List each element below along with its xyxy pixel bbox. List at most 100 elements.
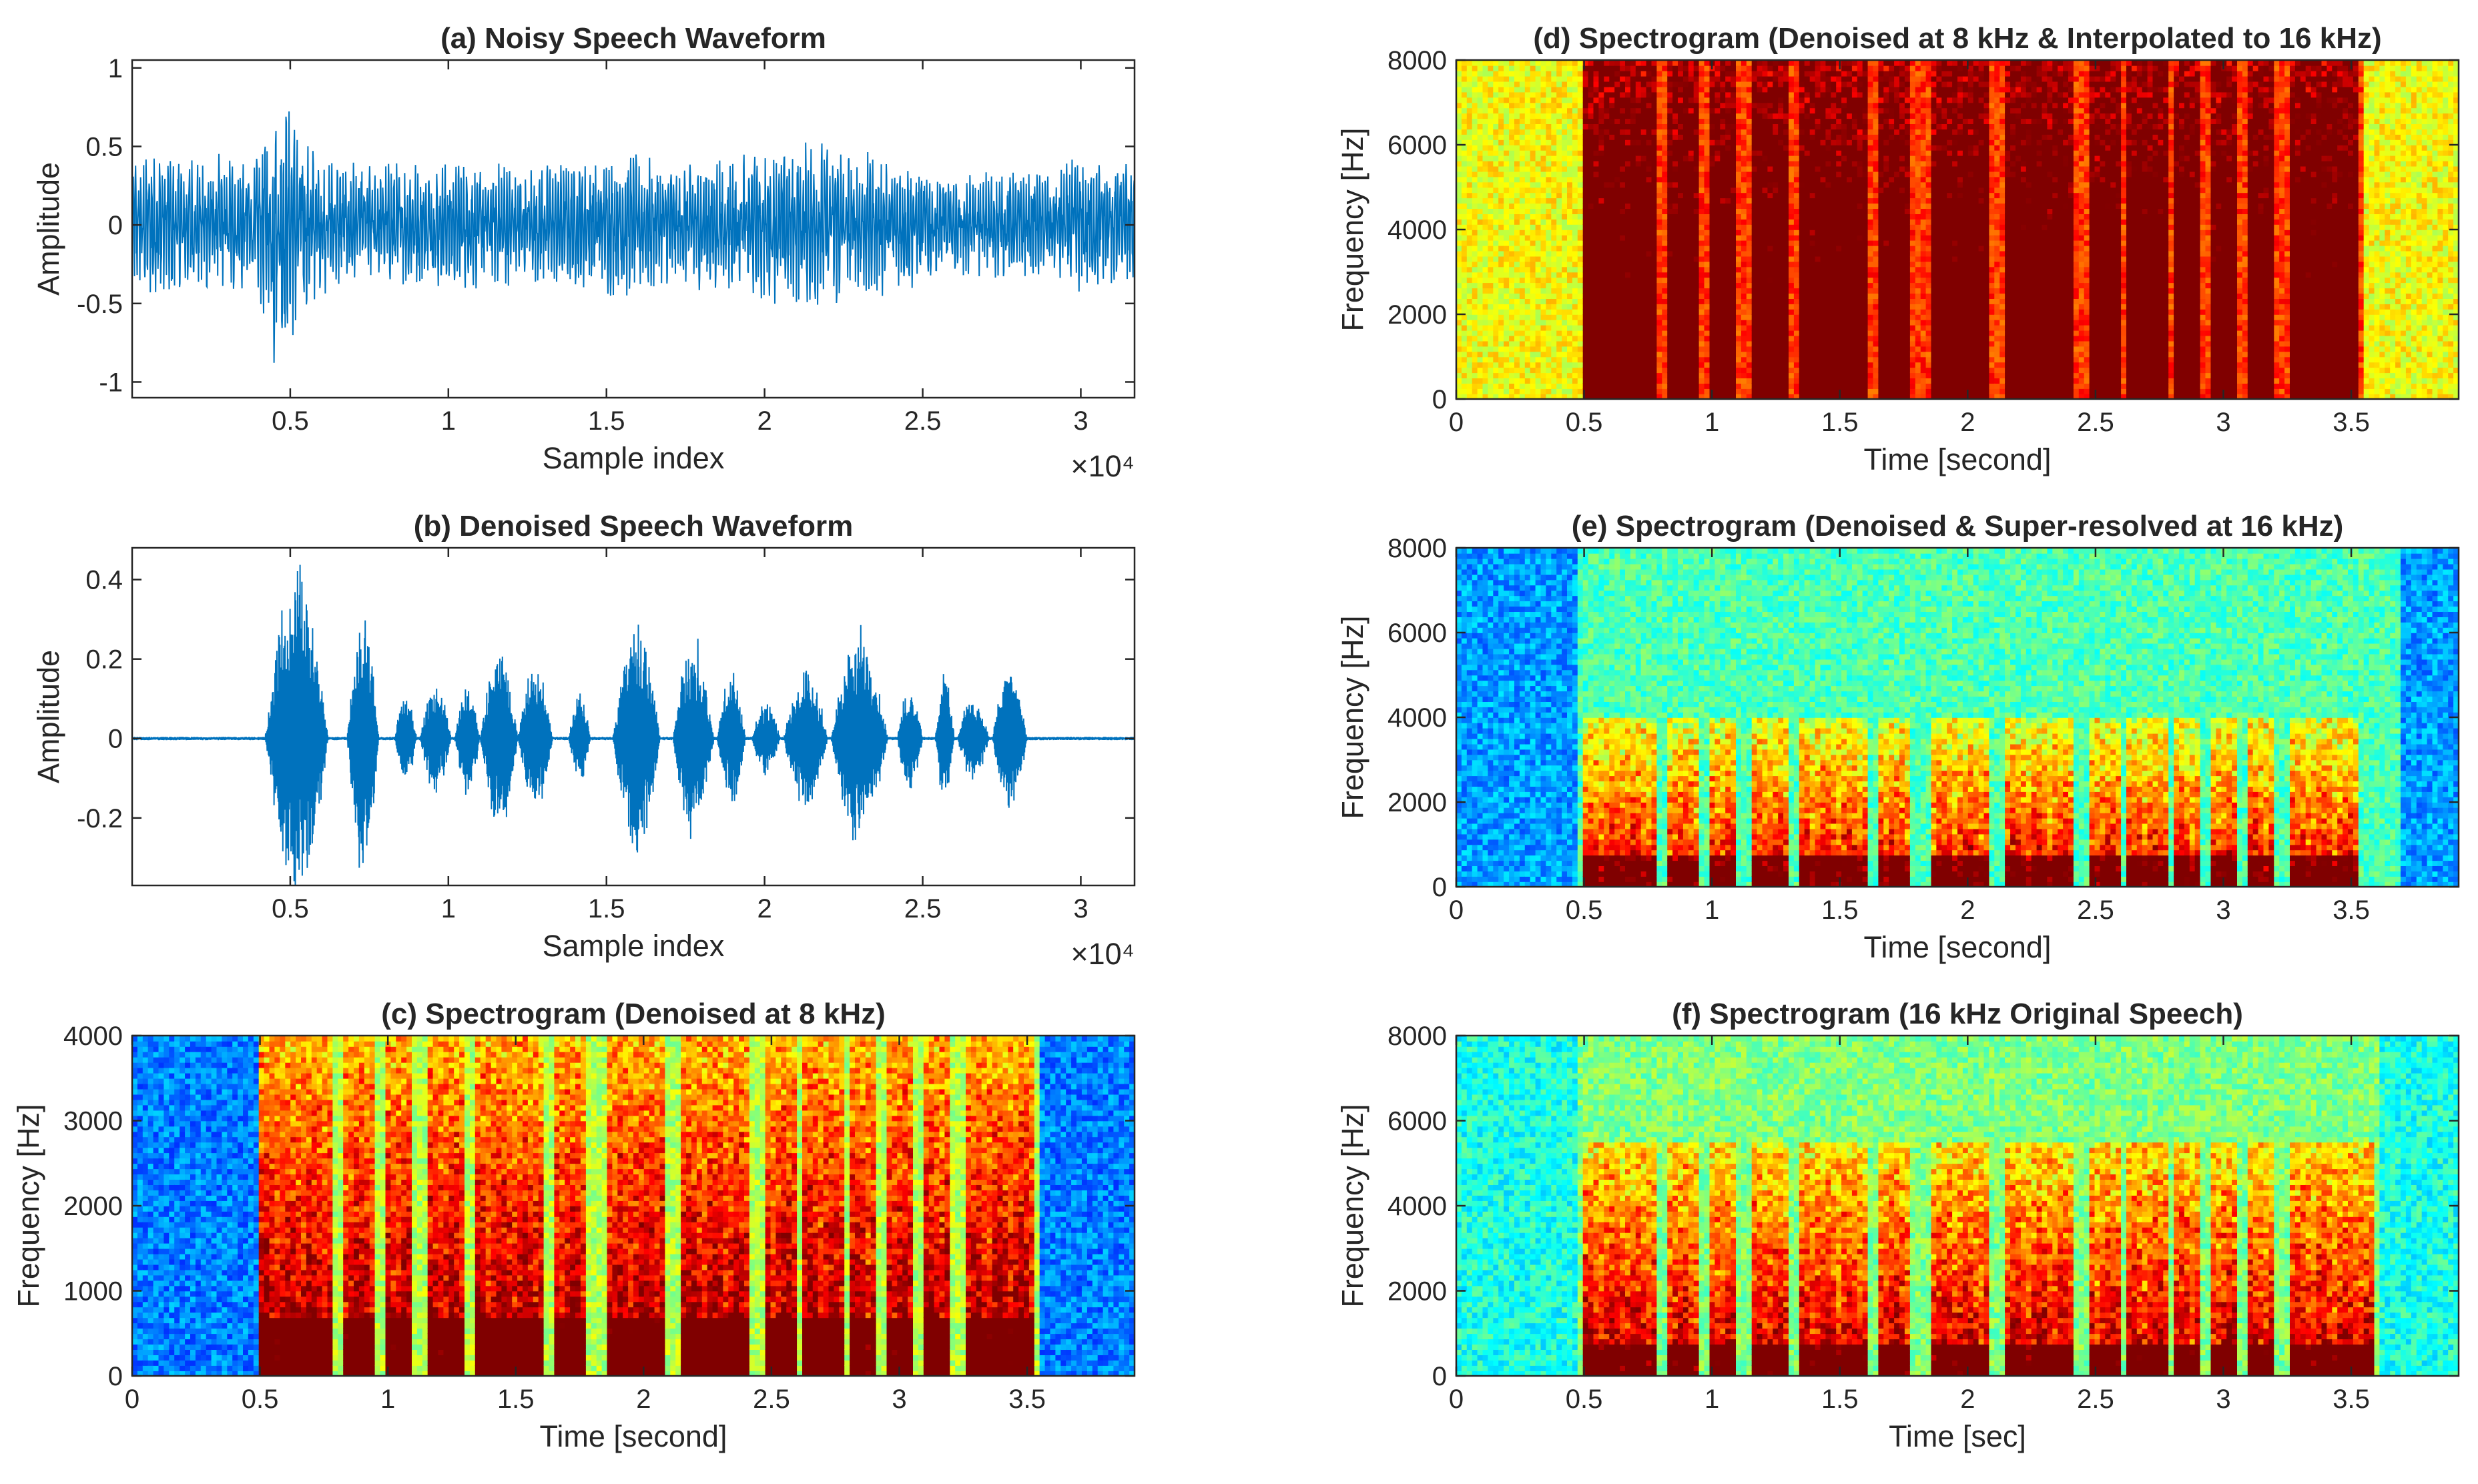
x-tick-label-d: 1 [1705, 408, 1719, 437]
x-tick-label-d: 0.5 [1566, 408, 1603, 437]
x-tick-label-e: 1 [1705, 895, 1719, 925]
x-tick-label-c: 3 [892, 1385, 906, 1414]
waveform-series-b [132, 565, 1135, 885]
x-tick-label-c: 2.5 [753, 1385, 790, 1414]
waveform-series-a [132, 111, 1135, 363]
x-tick-label-c: 1 [380, 1385, 395, 1414]
y-tick-label-e: 4000 [1387, 703, 1447, 733]
panel-c: 0 0.5 1 1.5 2 2.5 3 3.5 0 1000 2000 3000 4000 (c) Spe… [11, 998, 1136, 1453]
y-axis-label-b: Amplitude [31, 650, 65, 783]
x-tick-label-f: 3 [2216, 1385, 2230, 1414]
x-tick-label-e: 0 [1449, 895, 1464, 925]
x-tick-label-e: 1.5 [1821, 895, 1859, 925]
chart-title-c: (c) Spectrogram (Denoised at 8 kHz) [381, 998, 886, 1030]
y-tick-label-f: 0 [1432, 1362, 1447, 1391]
plot-area-b [132, 565, 1135, 885]
x-tick-label-c: 0 [125, 1385, 139, 1414]
x-tick-label-e: 3.5 [2333, 895, 2370, 925]
panel-a: 0.5 1 1.5 2 2.5 3 -1 -0.5 0 0.5 1 (a) Noisy Speech … [31, 22, 1136, 483]
plot-area-d [1456, 60, 2459, 399]
y-tick-label-c: 1000 [63, 1277, 123, 1307]
y-tick-label-d: 2000 [1387, 300, 1447, 330]
y-tick-label-d: 8000 [1387, 46, 1447, 75]
y-tick-label-b: 0.2 [85, 645, 123, 675]
chart-title-a: (a) Noisy Speech Waveform [440, 22, 826, 55]
y-tick-label-a: 0 [108, 211, 123, 240]
x-tick-label-c: 3.5 [1008, 1385, 1046, 1414]
x-axis-label-e: Time [second] [1864, 930, 2052, 964]
y-tick-label-e: 8000 [1387, 534, 1447, 563]
panel-e: 0 0.5 1 1.5 2 2.5 3 3.5 0 2000 4000 6000 8000 (e) Spe… [1335, 510, 2460, 964]
x-tick-label-c: 1.5 [497, 1385, 535, 1414]
x-tick-label-b: 1 [441, 894, 456, 923]
panel-f: 0 0.5 1 1.5 2 2.5 3 3.5 0 2000 4000 6000 8000 (f) Spe… [1335, 998, 2460, 1453]
plot-area-f [1456, 1036, 2459, 1376]
x-tick-label-e: 2 [1960, 895, 1975, 925]
y-tick-label-d: 0 [1432, 385, 1447, 414]
x-tick-label-b: 2 [757, 894, 772, 923]
chart-title-b: (b) Denoised Speech Waveform [414, 510, 854, 542]
plot-area-e [1456, 548, 2459, 887]
x-tick-label-c: 2 [636, 1385, 651, 1414]
x-axis-label-c: Time [second] [540, 1419, 727, 1453]
panel-d: 0 0.5 1 1.5 2 2.5 3 3.5 0 2000 4000 6000 8000 (d) Spe… [1335, 22, 2460, 476]
y-axis-label-f: Frequency [Hz] [1335, 1104, 1369, 1307]
y-axis-label-a: Amplitude [31, 162, 65, 296]
y-tick-label-b: 0.4 [85, 566, 123, 595]
x-axis-label-f: Time [sec] [1889, 1419, 2026, 1453]
x-exponent-label-b: ×10⁴ [1070, 937, 1135, 971]
x-tick-label-a: 1 [441, 406, 456, 436]
y-tick-label-f: 4000 [1387, 1192, 1447, 1221]
x-tick-label-f: 1.5 [1821, 1385, 1859, 1414]
axes-frame-a [131, 59, 1136, 399]
y-tick-label-f: 8000 [1387, 1022, 1447, 1051]
x-exponent-label-a: ×10⁴ [1070, 449, 1135, 483]
x-axis-label-d: Time [second] [1864, 442, 2052, 476]
x-tick-label-b: 2.5 [904, 894, 942, 923]
x-tick-label-f: 2 [1960, 1385, 1975, 1414]
y-tick-label-a: 0.5 [85, 132, 123, 161]
x-tick-label-a: 0.5 [272, 406, 309, 436]
y-axis-label-e: Frequency [Hz] [1335, 615, 1369, 819]
plot-area-a [132, 111, 1135, 363]
y-tick-label-b: -0.2 [77, 804, 123, 833]
x-tick-label-d: 2.5 [2077, 408, 2114, 437]
y-tick-label-a: -1 [99, 368, 123, 397]
x-tick-label-b: 3 [1073, 894, 1088, 923]
x-tick-label-a: 3 [1073, 406, 1088, 436]
x-axis-label-b: Sample index [543, 929, 725, 963]
x-tick-label-f: 0.5 [1566, 1385, 1603, 1414]
y-tick-label-c: 2000 [63, 1192, 123, 1221]
x-axis-label-a: Sample index [543, 441, 725, 475]
y-tick-label-e: 6000 [1387, 619, 1447, 648]
x-tick-label-c: 0.5 [242, 1385, 279, 1414]
x-tick-label-d: 0 [1449, 408, 1464, 437]
chart-title-f: (f) Spectrogram (16 kHz Original Speech) [1672, 998, 2243, 1030]
x-tick-label-e: 2.5 [2077, 895, 2114, 925]
x-tick-label-e: 0.5 [1566, 895, 1603, 925]
y-tick-label-c: 0 [108, 1362, 123, 1391]
x-tick-label-b: 1.5 [588, 894, 625, 923]
y-tick-label-e: 2000 [1387, 788, 1447, 817]
chart-title-d: (d) Spectrogram (Denoised at 8 kHz & Int… [1533, 22, 2381, 55]
x-tick-label-f: 0 [1449, 1385, 1464, 1414]
chart-title-e: (e) Spectrogram (Denoised & Super-resolv… [1572, 510, 2344, 542]
y-tick-label-a: 1 [108, 54, 123, 83]
y-tick-label-d: 4000 [1387, 216, 1447, 245]
y-tick-label-c: 4000 [63, 1022, 123, 1051]
x-tick-label-f: 3.5 [2333, 1385, 2370, 1414]
x-tick-label-f: 1 [1705, 1385, 1719, 1414]
y-tick-label-b: 0 [108, 725, 123, 754]
y-tick-label-e: 0 [1432, 873, 1447, 902]
plot-area-c [132, 1036, 1135, 1376]
y-tick-label-f: 2000 [1387, 1277, 1447, 1307]
x-tick-label-a: 2 [757, 406, 772, 436]
axes-frame-b [131, 546, 1136, 887]
x-tick-label-a: 2.5 [904, 406, 942, 436]
x-tick-label-d: 3.5 [2333, 408, 2370, 437]
y-tick-label-d: 6000 [1387, 131, 1447, 160]
y-tick-label-c: 3000 [63, 1107, 123, 1136]
x-tick-label-d: 3 [2216, 408, 2230, 437]
x-tick-label-d: 2 [1960, 408, 1975, 437]
